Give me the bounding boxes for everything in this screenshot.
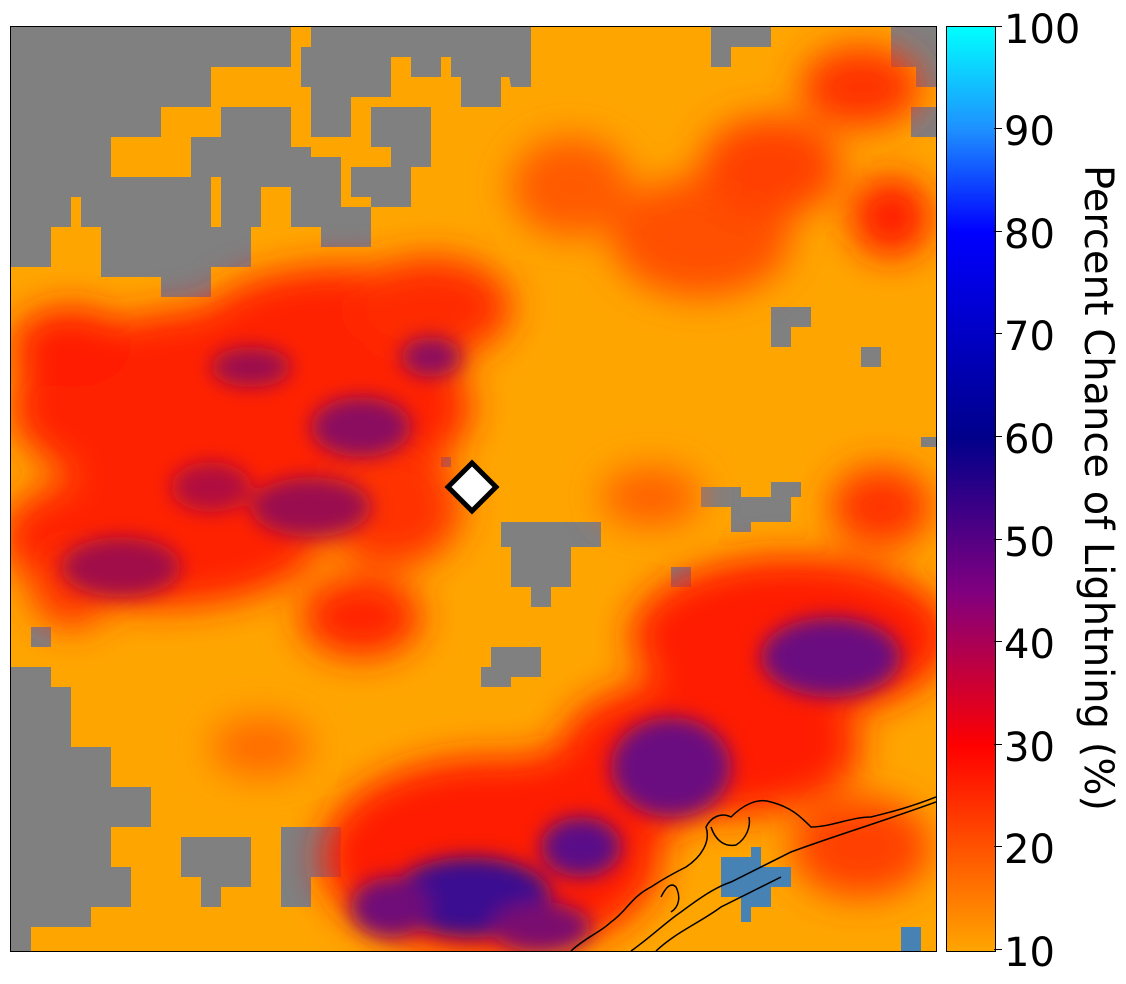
tick-mark bbox=[994, 641, 1002, 642]
tick-mark bbox=[994, 744, 1002, 745]
map-canvas bbox=[11, 27, 936, 951]
tick-label-100: 100 bbox=[1004, 7, 1081, 53]
tick-label-50: 50 bbox=[1004, 520, 1055, 566]
water-area bbox=[721, 847, 921, 951]
tick-label-30: 30 bbox=[1004, 725, 1055, 771]
tick-mark bbox=[994, 539, 1002, 540]
high-probability-cores bbox=[61, 337, 901, 951]
tick-mark bbox=[994, 436, 1002, 437]
tick-label-90: 90 bbox=[1004, 109, 1055, 155]
colorbar-title: Percent Chance of Lightning (%) bbox=[1075, 165, 1121, 811]
tick-mark bbox=[994, 846, 1002, 847]
tick-mark bbox=[994, 333, 1002, 334]
tick-label-60: 60 bbox=[1004, 417, 1055, 463]
colorbar bbox=[946, 26, 996, 952]
tick-label-70: 70 bbox=[1004, 314, 1055, 360]
tick-mark bbox=[994, 128, 1002, 129]
no-data-regions bbox=[11, 27, 936, 951]
tick-label-80: 80 bbox=[1004, 212, 1055, 258]
tick-label-20: 20 bbox=[1004, 827, 1055, 873]
site-marker bbox=[444, 459, 500, 515]
tick-mark bbox=[994, 231, 1002, 232]
lightning-probability-map bbox=[10, 26, 937, 952]
tick-label-10: 10 bbox=[1004, 930, 1055, 976]
coastline bbox=[570, 796, 936, 951]
tick-mark bbox=[994, 26, 1002, 27]
tick-label-40: 40 bbox=[1004, 622, 1055, 668]
tick-mark bbox=[994, 949, 1002, 950]
